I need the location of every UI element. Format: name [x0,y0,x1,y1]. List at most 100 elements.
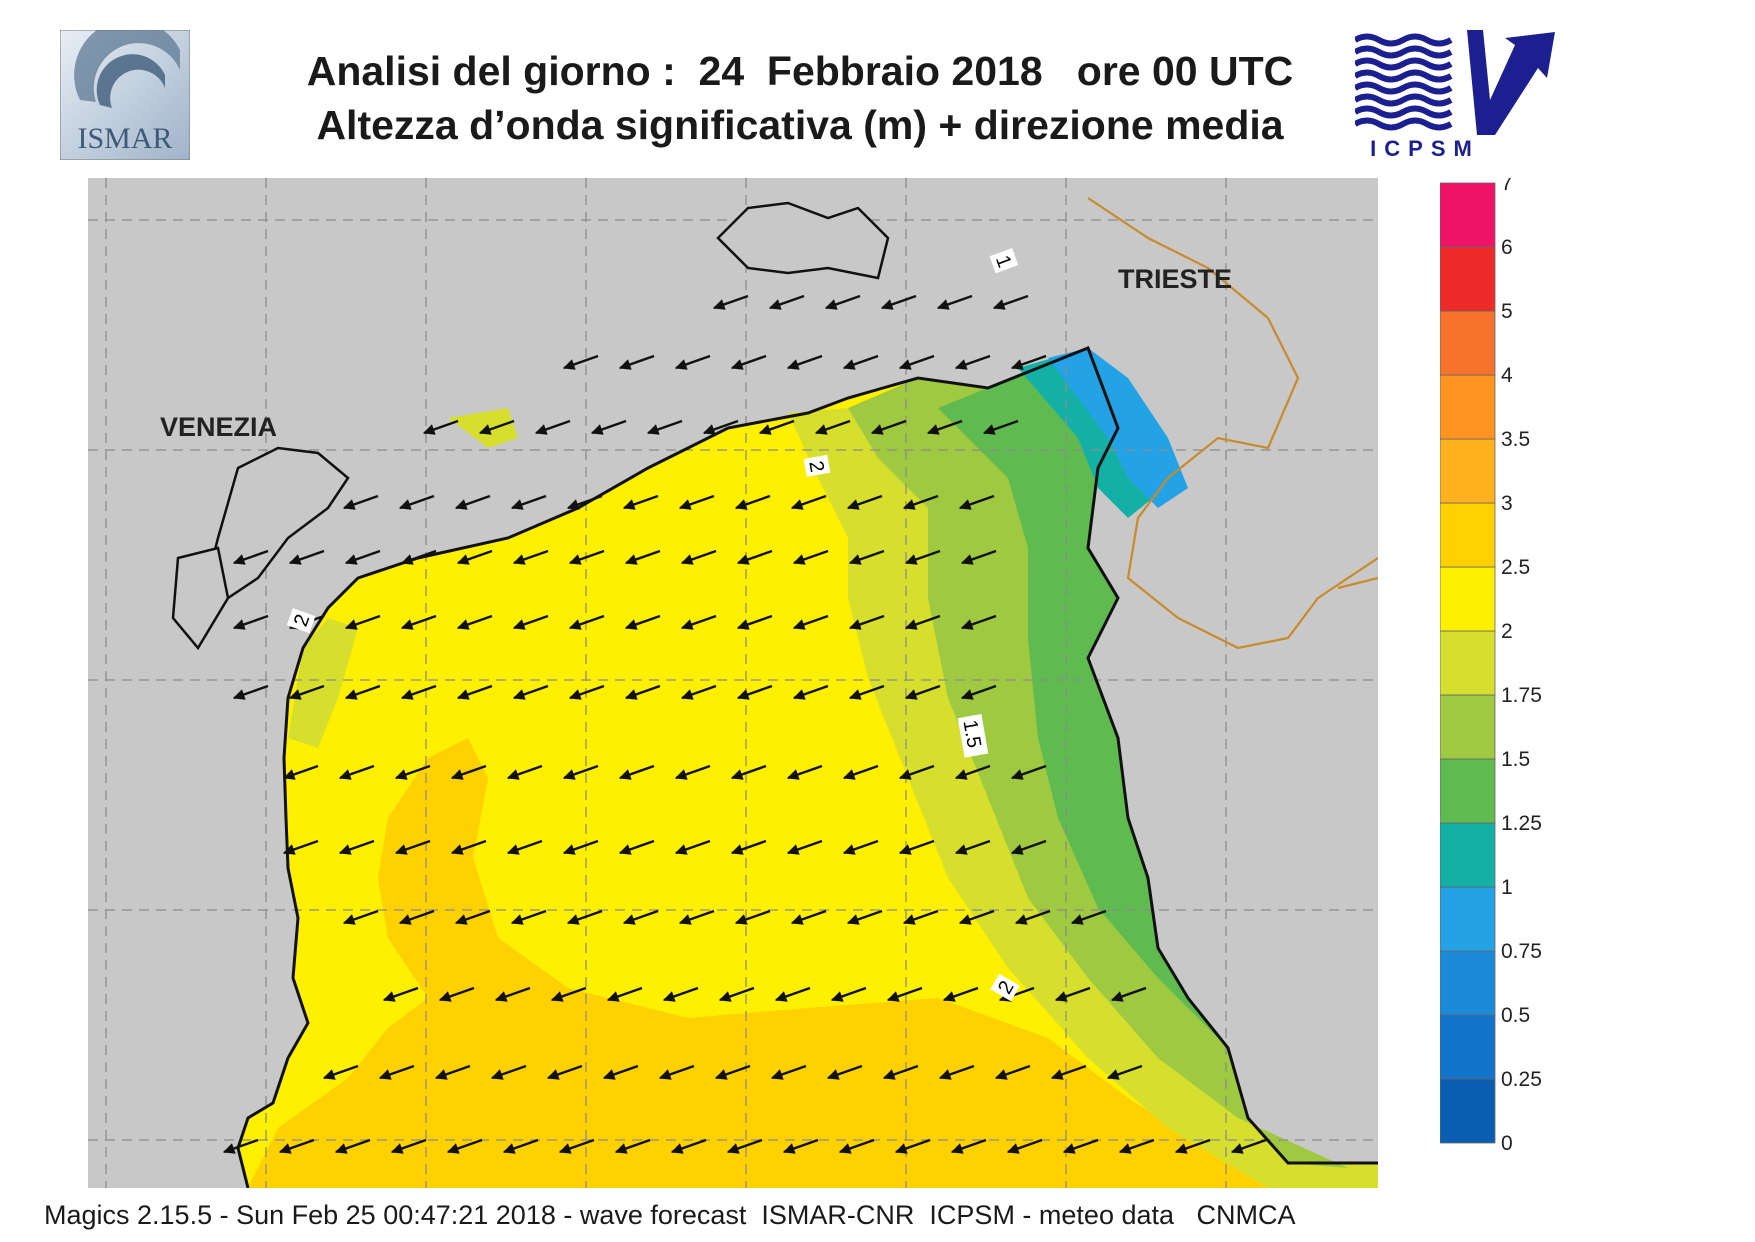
wave-arrow-head [568,619,582,630]
wave-arrow-head [936,299,950,310]
legend-swatch [1440,630,1496,696]
wave-arrow-head [736,554,750,565]
wave-arrow-head [282,769,296,780]
wave-arrow-head [342,499,356,510]
wave-arrow-head [870,424,884,435]
wave-arrow-head [232,689,246,700]
wave-arrow-head [1006,1143,1020,1154]
wave-arrow-head [736,689,750,700]
wave-arrow-head [674,844,688,855]
wave-arrow-head [824,299,838,310]
wave-arrow-head [434,1069,448,1080]
wave-arrow-head [958,914,972,925]
wave-arrow-head [770,1069,784,1080]
icpsm-logo-text: ICPSM [1370,136,1480,160]
wave-arrow-head [902,499,916,510]
wave-arrow-head [886,991,900,1002]
wave-arrow-head [658,1069,672,1080]
legend-swatch [1440,438,1496,504]
wave-arrow-head [786,359,800,370]
wave-arrow-head [960,689,974,700]
wave-arrow-head [512,619,526,630]
wave-arrow-head [1062,1143,1076,1154]
wave-arrow-head [904,619,918,630]
wave-arrow-head [958,499,972,510]
wave-arrow-head [662,991,676,1002]
wave-arrow-head [994,1069,1008,1080]
zone-2-5-3 [248,738,1378,1188]
legend-label: 7 [1501,178,1513,195]
wave-arrow-head [714,1069,728,1080]
wave-arrow-head [1054,991,1068,1002]
wave-arrow-head [454,914,468,925]
wave-arrow-head [618,359,632,370]
legend-swatch [1440,1078,1496,1144]
wave-arrow-head [622,499,636,510]
wave-arrow-head [288,689,302,700]
wave-arrow-head [898,844,912,855]
wave-arrow-head [456,619,470,630]
wave-arrow-head [758,424,772,435]
wave-arrow-head [546,1069,560,1080]
legend-swatch [1440,310,1496,376]
wave-arrow-head [1230,1143,1244,1154]
wave-arrow-head [734,914,748,925]
wave-arrow-head [730,769,744,780]
wave-arrow-head [954,359,968,370]
legend-swatch [1440,758,1496,824]
legend-swatch [1440,374,1496,440]
wave-arrow-head [646,424,660,435]
icpsm-logo: ICPSM [1355,30,1555,160]
wave-arrow-head [490,1069,504,1080]
wave-arrow-head [456,689,470,700]
wave-arrow-head [680,619,694,630]
zone-west-patch-2 [448,408,518,448]
wave-arrow-head [902,914,916,925]
wave-arrow-head [562,844,576,855]
legend-label: 0.25 [1501,1068,1542,1091]
wave-arrow-head [606,991,620,1002]
wave-arrow-head [846,499,860,510]
wave-arrow-head [1010,359,1024,370]
legend-swatch [1440,886,1496,952]
coastline [236,346,1378,1188]
wave-arrow-head [624,689,638,700]
legend-label: 1 [1501,876,1513,899]
wave-arrow-head [680,554,694,565]
zone-west-patch-1 [288,618,358,748]
wave-arrow-head [768,299,782,310]
wave-arrow-head [718,991,732,1002]
wave-arrow-head [734,499,748,510]
legend-swatch [1440,182,1496,248]
wave-arrow-head [678,914,692,925]
wave-arrow-head [394,844,408,855]
wave-arrow-head [954,769,968,780]
legend-label: 4 [1501,364,1513,387]
contour-labels: 1 2 2 1.5 2 [286,248,1021,1002]
wave-arrow-head [550,991,564,1002]
wave-arrow-head [512,689,526,700]
legend-label: 1.5 [1501,748,1530,771]
wave-arrow-head [222,1143,236,1154]
wave-arrow-head [898,769,912,780]
wave-arrow-head [624,554,638,565]
ismar-logo: ISMAR [60,30,190,160]
wave-arrow-head [334,1143,348,1154]
wave-arrow-head [674,769,688,780]
wave-arrow-head [558,1143,572,1154]
wave-arrow-head [622,914,636,925]
wave-arrow-head [730,359,744,370]
wave-arrow-head [624,619,638,630]
wave-arrow-head [904,554,918,565]
legend-label: 2 [1501,620,1513,643]
wave-arrow-head [562,769,576,780]
wave-arrow-head [534,424,548,435]
contour-label-1-5: 1.5 [958,718,984,749]
wave-arrow-head [712,299,726,310]
legend-label: 3 [1501,492,1513,515]
legend-label: 0.5 [1501,1004,1530,1027]
wave-arrow-head [382,991,396,1002]
wave-arrow-head [398,914,412,925]
legend-label: 3.5 [1501,428,1530,451]
wave-arrow-head [394,769,408,780]
